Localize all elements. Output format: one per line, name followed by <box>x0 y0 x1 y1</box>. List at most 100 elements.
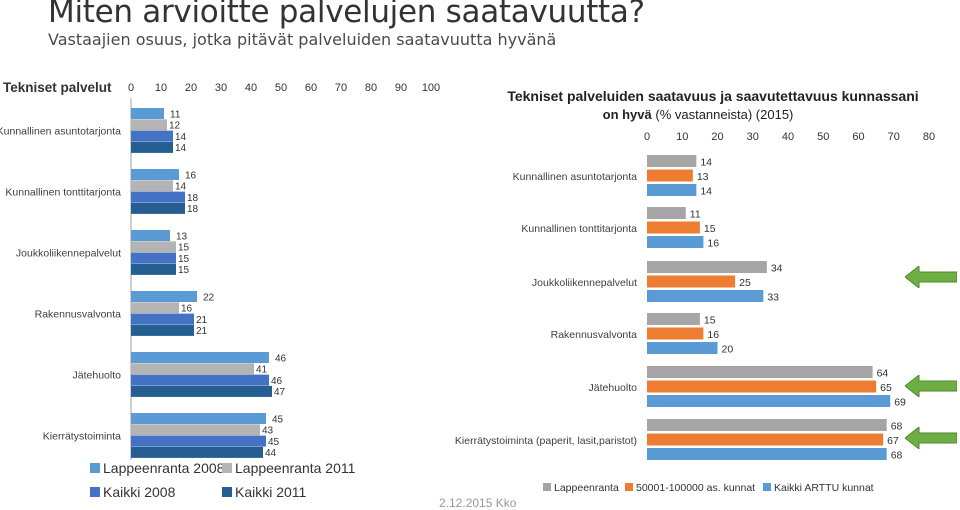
x-tick-label: 40 <box>782 131 794 143</box>
data-label: 64 <box>877 368 889 380</box>
data-label: 41 <box>256 365 268 376</box>
page-title: Miten arvioitte palvelujen saatavuutta? <box>48 0 645 30</box>
bar <box>131 313 194 325</box>
bar <box>647 236 704 248</box>
bar <box>647 169 693 182</box>
bar <box>131 413 266 424</box>
data-label: 21 <box>196 315 208 326</box>
bar <box>131 252 176 264</box>
data-label: 15 <box>178 243 190 254</box>
x-tick-label: 30 <box>215 82 227 94</box>
category-label: Jätehuolto <box>73 370 122 382</box>
data-label: 13 <box>697 171 709 183</box>
data-label: 43 <box>262 426 274 437</box>
data-label: 68 <box>891 421 903 433</box>
legend-swatch <box>90 463 100 473</box>
data-label: 16 <box>707 329 719 341</box>
chart-subtitle: on hyvä (% vastanneista) (2015) <box>603 107 794 122</box>
bar <box>647 155 697 167</box>
data-label: 14 <box>700 157 712 169</box>
data-label: 69 <box>894 397 906 409</box>
bar <box>131 385 272 397</box>
bar <box>647 327 704 340</box>
date-footer: 2.12.2015 Kko <box>439 496 517 510</box>
category-label: Kunnallinen tonttitarjonta <box>5 187 121 199</box>
data-label: 15 <box>704 223 716 235</box>
bar <box>647 366 873 378</box>
data-label: 44 <box>265 448 277 459</box>
category-label: Kunnallinen asuntotarjonta <box>513 171 638 183</box>
bar <box>131 302 179 314</box>
data-label: 47 <box>274 387 286 398</box>
data-label: 15 <box>178 254 190 265</box>
green-arrow-icon <box>905 266 957 288</box>
page-subtitle: Vastaajien osuus, jotka pitävät palvelui… <box>48 30 557 49</box>
x-tick-label: 20 <box>711 131 723 143</box>
bar <box>131 324 194 336</box>
bar <box>131 119 167 131</box>
legend-swatch <box>543 483 551 491</box>
data-label: 33 <box>767 292 779 304</box>
bar <box>131 108 164 119</box>
data-label: 12 <box>169 121 181 132</box>
bar <box>647 207 686 219</box>
bar <box>131 141 173 153</box>
bar <box>131 363 254 375</box>
data-label: 25 <box>739 277 751 289</box>
category-label: Kierrätystoiminta (paperit, lasit,parist… <box>455 435 637 447</box>
x-tick-label: 10 <box>676 131 688 143</box>
x-tick-label: 0 <box>644 131 650 143</box>
data-label: 14 <box>700 186 712 198</box>
legend-swatch <box>90 487 100 497</box>
legend-label: Kaikki 2011 <box>235 484 307 500</box>
data-label: 68 <box>891 450 903 462</box>
x-tick-label: 90 <box>395 82 407 94</box>
bar <box>131 263 176 275</box>
legend-label: Kaikki 2008 <box>103 484 176 500</box>
data-label: 65 <box>880 382 892 394</box>
legend-swatch <box>625 483 633 491</box>
category-label: Rakennusvalvonta <box>551 329 638 341</box>
bar <box>131 352 269 363</box>
x-tick-label: 60 <box>305 82 317 94</box>
data-label: 14 <box>175 143 187 154</box>
data-label: 14 <box>175 182 187 193</box>
legend-label: Lappeenranta <box>554 482 619 494</box>
legend-label: Kaikki ARTTU kunnat <box>774 482 874 494</box>
legend-swatch <box>222 463 232 473</box>
bar <box>131 291 197 302</box>
x-tick-label: 50 <box>275 82 287 94</box>
x-tick-label: 20 <box>185 82 197 94</box>
bar <box>131 446 263 458</box>
data-label: 15 <box>178 265 190 276</box>
bar <box>647 275 736 288</box>
category-label: Kunnallinen asuntotarjonta <box>0 126 121 138</box>
bar <box>131 230 170 241</box>
bar <box>647 433 884 446</box>
bar <box>647 380 877 393</box>
data-label: 16 <box>185 170 197 181</box>
green-arrow-icon <box>905 375 957 397</box>
legend-swatch <box>222 487 232 497</box>
category-label: Kunnallinen tonttitarjonta <box>521 223 637 235</box>
bar <box>131 191 185 203</box>
data-label: 14 <box>175 132 187 143</box>
bar <box>647 313 700 325</box>
bar <box>647 290 764 302</box>
x-tick-label: 50 <box>817 131 829 143</box>
legend-label: 50001-100000 as. kunnat <box>636 482 755 494</box>
bar <box>131 169 179 180</box>
x-tick-label: 70 <box>888 131 900 143</box>
bar <box>647 221 700 234</box>
bar <box>647 419 887 431</box>
bar <box>647 342 718 354</box>
data-label: 18 <box>187 204 199 215</box>
x-tick-label: 100 <box>422 82 440 94</box>
bar <box>131 374 269 386</box>
bar <box>131 202 185 214</box>
data-label: 20 <box>722 344 734 356</box>
legend-swatch <box>763 483 771 491</box>
category-label: Joukkoliikennepalvelut <box>16 248 121 260</box>
bar <box>131 130 173 142</box>
legend-label: Lappeenranta 2008 <box>103 460 225 476</box>
